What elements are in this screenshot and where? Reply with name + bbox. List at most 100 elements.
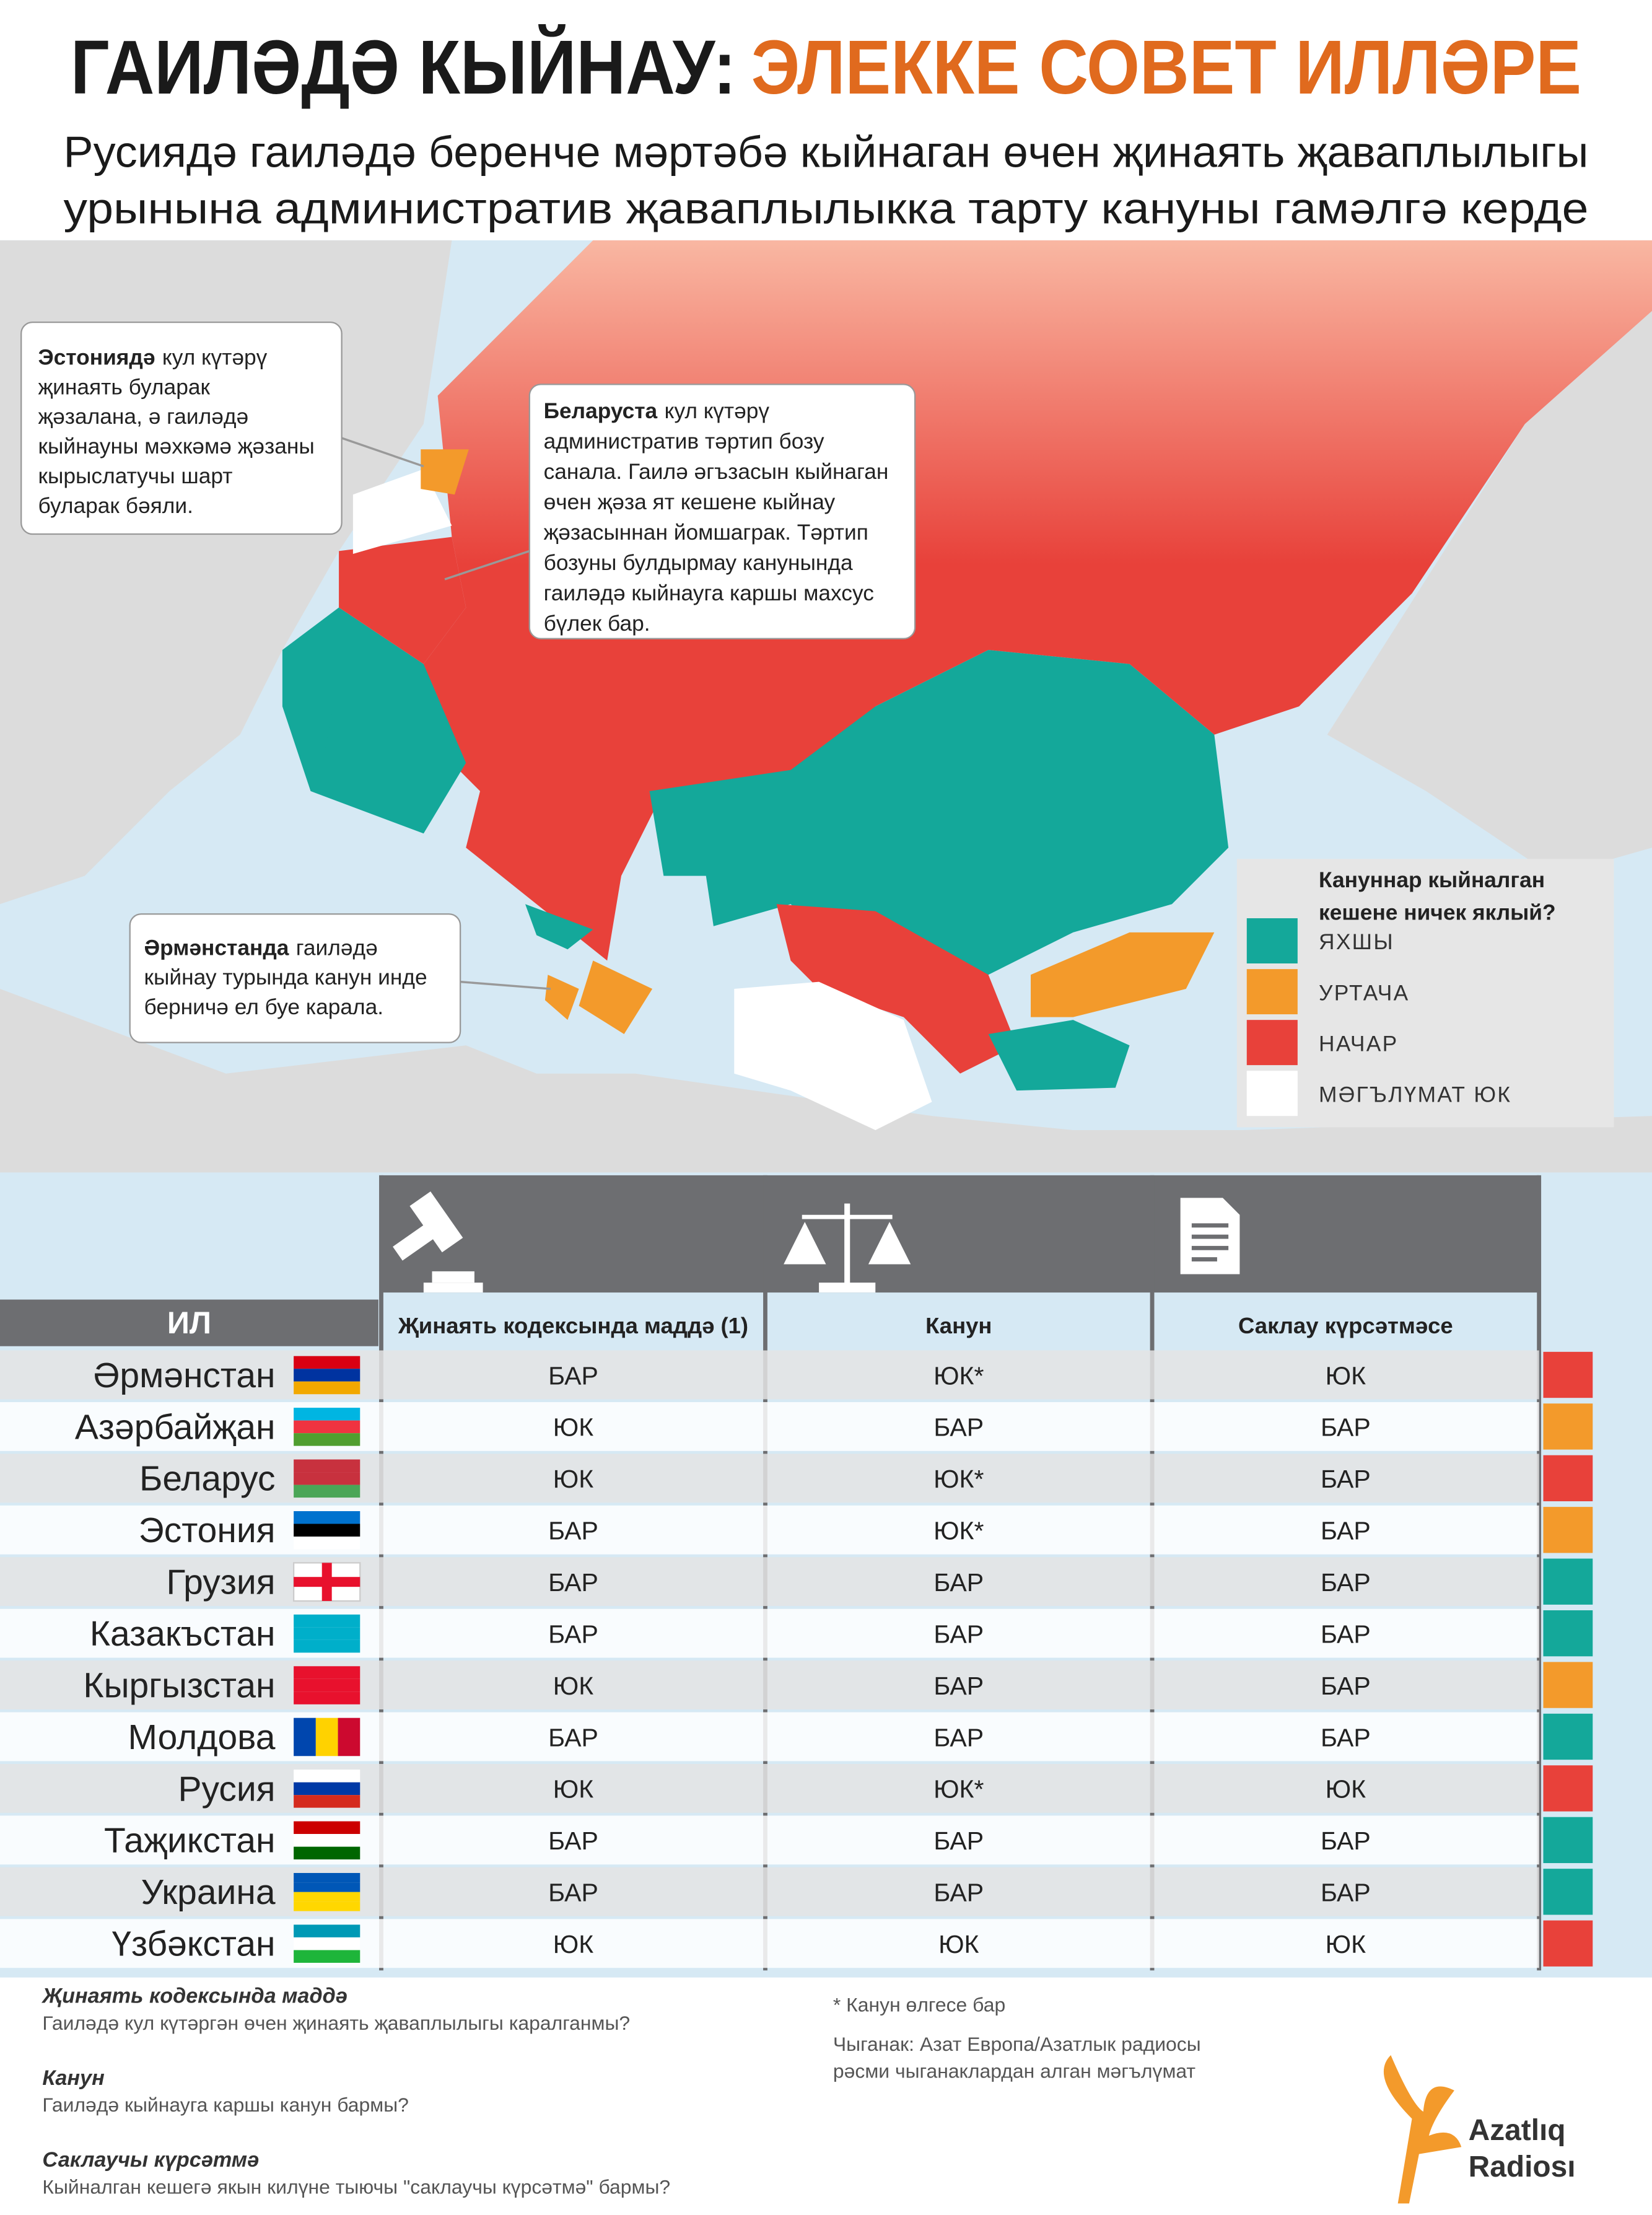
callout-text: җәзалана, ә гаиләдә [38,405,249,429]
title-orange: ЭЛЕККЕ СОВЕТ ИЛЛӘРЕ [751,25,1581,110]
callout-pointers [341,437,551,990]
flag [294,1614,361,1628]
legend-swatch [1246,1071,1298,1116]
callout-text: бүлек бар. [544,612,650,636]
rating [1543,1765,1593,1812]
row-bg [0,1764,1539,1813]
callout-box [20,321,343,535]
note-term: Саклаучы күрсәтмә [42,2148,259,2172]
flag [294,1459,361,1473]
cell-value: БАР [1321,1879,1371,1907]
flag [294,1639,361,1653]
cell-value: БАР [548,1879,598,1907]
rating [1543,1558,1593,1605]
cell-value: БАР [548,1517,598,1545]
flag [294,1524,361,1537]
flag [294,1420,361,1434]
callout-text: кырыслатучы шарт [38,464,233,488]
rating [1543,1403,1593,1450]
callout-line: җәзасыннан йомшаграк. Тәртип [544,520,868,545]
cell-value: БАР [1321,1827,1371,1855]
legend-swatch [1246,1020,1298,1066]
cell-value: БАР [933,1413,984,1442]
flag [294,1678,361,1692]
flag [294,1717,316,1757]
row-bg [0,1505,1539,1555]
callout-line: административ тәртип бозу [544,429,824,454]
column-header: ИЛ [167,1305,211,1340]
flag [294,1937,361,1950]
flag [294,1782,361,1796]
country-name: Грузия [167,1563,276,1602]
callout-text: Әрмәнстанда гаиләдә [144,936,378,960]
callout-line: гаиләдә кыйнауга каршы махсус [544,581,874,605]
flag [294,1950,361,1963]
rating [1543,1662,1593,1708]
callout-line: җинаять буларак [38,375,211,399]
callout-line: кырыслатучы шарт [38,464,233,488]
flag [294,1834,361,1847]
callout-line: кул күтәрү [665,399,770,423]
note-term: Канун [42,2066,104,2090]
callout-line: бүлек бар. [544,612,650,636]
cell-value: ЮК [1326,1775,1366,1804]
row-bg [0,1712,1539,1761]
cell-value: БАР [548,1723,598,1752]
cell-value: БАР [548,1620,598,1648]
logo-mark [1383,2055,1462,2204]
flag [294,1882,361,1892]
callout-line: берничә ел буе карала. [144,995,384,1019]
cell-value: БАР [548,1568,598,1597]
cell-value: БАР [1321,1465,1371,1493]
cell-value: ЮК [553,1672,593,1700]
flag [294,1821,361,1835]
rating [1543,1920,1593,1967]
legend-label: УРТАЧА [1319,981,1409,1005]
callout-line: өчен җәза ят кешене кыйнау [544,490,836,514]
flag [315,1717,338,1757]
flag [294,1901,361,1911]
flag [294,1691,361,1704]
cell-value: БАР [933,1879,984,1907]
flag [294,1511,361,1524]
title-black: ГАИЛӘДӘ КЫЙНАУ: [71,25,736,110]
country-name: Кыргызстан [83,1665,275,1705]
flag [294,1433,361,1446]
legend-swatch [1246,918,1298,963]
callout-line: санала. Гаилә әгъзасын кыйнаган [544,460,889,484]
logo-text: Radiosı [1469,2151,1576,2183]
country-header [0,1299,378,1346]
flag [294,1924,361,1937]
callout-text: административ тәртип бозу [544,429,824,454]
callout-text: санала. Гаилә әгъзасын кыйнаган [544,460,889,484]
rating [1543,1507,1593,1553]
flag [294,1846,361,1860]
rating [1543,1455,1593,1502]
flag [294,1472,361,1485]
footnote: * Канун өлгесе бар [833,1993,1005,2015]
callout-line: бозуны булдырмау канунында [544,551,853,575]
callout-bold: Беларуста [544,399,658,423]
callout-text: өчен җәза ят кешене кыйнау [544,490,836,514]
callout-text: Эстониядә кул күтәрү [38,345,268,369]
row-bg [0,1402,1539,1451]
country-name: Азәрбайҗан [75,1407,276,1447]
table-icon-bar [381,1175,1539,1293]
country-name: Таҗикстан [104,1821,276,1861]
rating [1543,1713,1593,1760]
row-bg [0,1557,1539,1607]
callout-box [129,913,461,1043]
cell-value: БАР [1321,1413,1371,1442]
callout-line: кыйнау турында канун инде [144,965,427,989]
cell-value: ЮК [553,1465,593,1493]
flag [294,1627,361,1640]
cell-value: БАР [1321,1723,1371,1752]
source: рәсми чыганаклардан алган мәгълүмат [833,2060,1196,2082]
flag [294,1381,361,1395]
note-text: Гаиләдә кыйнауга каршы канун бармы? [42,2094,409,2116]
title: ГАИЛӘДӘ КЫЙНАУ:ЭЛЕККЕ СОВЕТ ИЛЛӘРЕ [71,25,1581,110]
country-name: Русия [178,1769,276,1809]
callout-line: кул күтәрү [162,345,268,369]
flag [294,1356,361,1369]
map [0,240,1652,1173]
